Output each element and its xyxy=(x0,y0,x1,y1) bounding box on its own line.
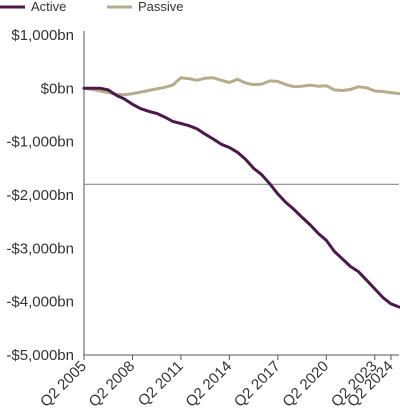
x-tick-label: Q2 2005 xyxy=(37,358,90,411)
y-tick-label: -$1,000bn xyxy=(6,134,74,151)
series-line-active xyxy=(82,86,400,309)
x-tick-label: Q2 2008 xyxy=(86,358,139,411)
y-tick-label: -$2,000bn xyxy=(6,187,74,204)
x-tick-label: Q2 2014 xyxy=(183,358,236,411)
x-tick-label: Q2 2011 xyxy=(135,358,187,410)
y-tick-label: $1,000bn xyxy=(11,27,74,44)
legend: Active Passive xyxy=(0,0,184,14)
series-line-passive xyxy=(82,76,400,97)
x-tick-label: Q2 2020 xyxy=(279,358,332,411)
legend-label-passive: Passive xyxy=(138,0,184,14)
plot-area: $1,000bn $0bn -$1,000bn -$2,000bn -$3,000bn -… xyxy=(6,27,400,411)
y-tick-label: $0bn xyxy=(41,80,74,97)
legend-label-active: Active xyxy=(31,0,66,14)
y-tick-label: -$5,000bn xyxy=(6,347,74,364)
x-tick-label: Q2 2017 xyxy=(231,358,284,411)
y-tick-label: -$3,000bn xyxy=(6,240,74,257)
y-tick-label: -$4,000bn xyxy=(6,294,74,311)
